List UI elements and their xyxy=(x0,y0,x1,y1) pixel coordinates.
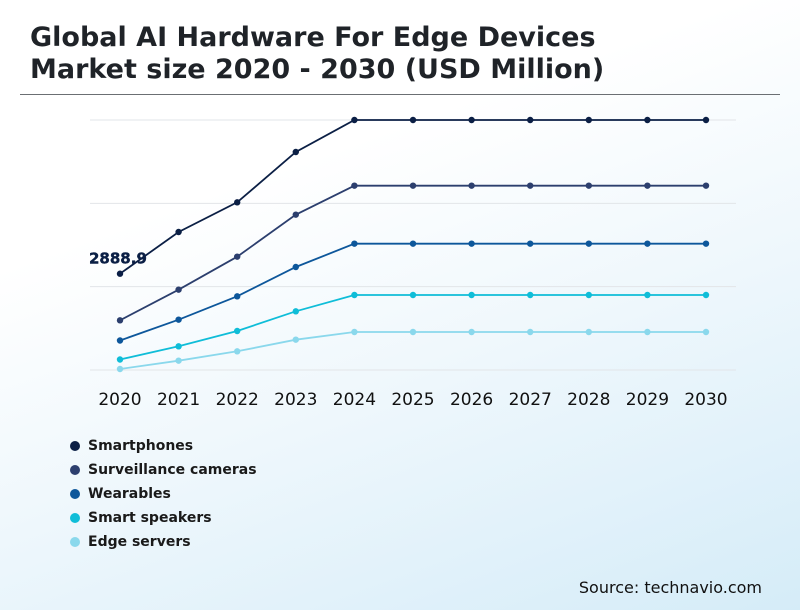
legend-item-edge-servers: Edge servers xyxy=(70,530,257,554)
data-point-smart-speakers-2023 xyxy=(292,308,299,315)
legend-item-surveillance-cameras: Surveillance cameras xyxy=(70,458,257,482)
data-point-wearables-2029 xyxy=(644,240,651,247)
x-axis-tick-labels: 2020 2021 2022 2023 2024 2025 2026 2027 2028 2029… xyxy=(98,390,727,410)
chart-annotations: 2888.9 xyxy=(89,250,147,268)
x-tick-label-2025: 2025 xyxy=(391,390,434,410)
legend-item-wearables: Wearables xyxy=(70,482,257,506)
data-point-surveillance-cameras-2022 xyxy=(234,253,241,260)
source-credit: Source: technavio.com xyxy=(578,578,762,597)
legend-marker-edge-servers xyxy=(70,537,80,547)
data-point-edge-servers-2027 xyxy=(527,328,534,336)
series-line-edge-servers xyxy=(119,331,706,370)
data-point-smartphones-2022 xyxy=(234,199,241,206)
x-tick-label-2027: 2027 xyxy=(509,390,552,410)
data-point-wearables-2021 xyxy=(175,316,182,323)
data-point-smart-speakers-2024 xyxy=(351,291,358,299)
chart-title: Global AI Hardware For Edge Devices Mark… xyxy=(30,22,604,86)
data-point-smartphones-2020 xyxy=(116,270,124,277)
legend-marker-smartphones xyxy=(70,441,80,451)
legend-marker-surveillance-cameras xyxy=(70,465,80,475)
chart-legend: Smartphones Surveillance cameras Wearables… xyxy=(70,434,257,554)
data-point-surveillance-cameras-2029 xyxy=(644,182,651,189)
data-point-smart-speakers-2020 xyxy=(116,356,124,363)
chart-data-points xyxy=(116,116,710,373)
data-point-smart-speakers-2022 xyxy=(234,327,241,335)
data-point-surveillance-cameras-2028 xyxy=(585,182,592,189)
data-point-smartphones-2030 xyxy=(702,116,710,124)
legend-item-smart-speakers: Smart speakers xyxy=(70,506,257,530)
data-point-edge-servers-2025 xyxy=(409,328,417,336)
data-point-smartphones-2026 xyxy=(468,116,475,124)
legend-item-smartphones: Smartphones xyxy=(70,434,257,458)
series-line-smart-speakers xyxy=(119,294,706,361)
data-point-edge-servers-2028 xyxy=(585,328,592,336)
data-point-smartphones-2024 xyxy=(351,116,358,124)
data-point-edge-servers-2021 xyxy=(175,357,182,364)
data-point-smart-speakers-2025 xyxy=(409,291,417,299)
data-point-surveillance-cameras-2026 xyxy=(468,182,475,189)
data-point-edge-servers-2029 xyxy=(644,328,651,336)
series-line-surveillance-cameras xyxy=(119,184,706,322)
data-point-wearables-2025 xyxy=(409,240,417,247)
data-point-wearables-2030 xyxy=(702,240,710,247)
x-tick-label-2030: 2030 xyxy=(684,390,727,410)
legend-label-edge-servers: Edge servers xyxy=(88,534,191,550)
chart-title-line-1: Global AI Hardware For Edge Devices xyxy=(30,22,596,53)
data-point-wearables-2022 xyxy=(234,293,241,300)
data-point-smart-speakers-2029 xyxy=(644,291,651,299)
data-point-smart-speakers-2026 xyxy=(468,291,475,299)
data-point-smartphones-2028 xyxy=(585,116,592,124)
legend-marker-smart-speakers xyxy=(70,513,80,523)
x-tick-label-2029: 2029 xyxy=(626,390,669,410)
legend-marker-wearables xyxy=(70,489,80,499)
data-point-edge-servers-2020 xyxy=(116,365,124,373)
line-chart: 2020 2021 2022 2023 2024 2025 2026 2027 2028 2029… xyxy=(89,116,736,410)
data-point-surveillance-cameras-2023 xyxy=(292,211,299,218)
data-point-surveillance-cameras-2027 xyxy=(527,182,534,189)
data-point-smartphones-2025 xyxy=(409,116,417,124)
data-label-smartphones-2020: 2888.9 xyxy=(89,250,147,268)
data-point-smartphones-2027 xyxy=(527,116,534,124)
chart-title-line-2: Market size 2020 - 2030 (USD Million) xyxy=(30,54,605,85)
x-tick-label-2028: 2028 xyxy=(567,390,610,410)
data-point-edge-servers-2022 xyxy=(234,348,241,355)
data-point-surveillance-cameras-2020 xyxy=(116,317,124,324)
legend-label-wearables: Wearables xyxy=(88,486,171,502)
data-point-smart-speakers-2028 xyxy=(585,291,592,299)
data-point-wearables-2028 xyxy=(585,240,592,247)
title-divider xyxy=(20,94,780,95)
data-point-wearables-2023 xyxy=(292,263,299,271)
data-point-wearables-2026 xyxy=(468,240,475,247)
x-tick-label-2023: 2023 xyxy=(274,390,317,410)
x-tick-label-2020: 2020 xyxy=(98,390,141,410)
data-point-smartphones-2029 xyxy=(644,116,651,124)
data-point-surveillance-cameras-2024 xyxy=(351,182,358,189)
data-point-smartphones-2021 xyxy=(175,228,182,236)
data-point-smart-speakers-2030 xyxy=(702,291,710,299)
data-point-smart-speakers-2021 xyxy=(175,343,182,350)
x-tick-label-2024: 2024 xyxy=(333,390,376,410)
x-tick-label-2026: 2026 xyxy=(450,390,493,410)
series-line-smartphones xyxy=(119,119,706,275)
legend-label-smartphones: Smartphones xyxy=(88,438,194,454)
data-point-smartphones-2023 xyxy=(292,148,299,156)
data-point-wearables-2027 xyxy=(527,240,534,247)
data-point-wearables-2020 xyxy=(116,337,124,344)
x-tick-label-2021: 2021 xyxy=(157,390,200,410)
data-point-surveillance-cameras-2025 xyxy=(409,182,417,189)
data-point-edge-servers-2026 xyxy=(468,328,475,336)
data-point-edge-servers-2024 xyxy=(351,328,358,336)
data-point-surveillance-cameras-2030 xyxy=(702,182,710,189)
x-tick-label-2022: 2022 xyxy=(216,390,259,410)
data-point-smart-speakers-2027 xyxy=(527,291,534,299)
legend-label-surveillance-cameras: Surveillance cameras xyxy=(88,462,257,478)
legend-label-smart-speakers: Smart speakers xyxy=(88,510,212,526)
data-point-wearables-2024 xyxy=(351,240,358,247)
data-point-edge-servers-2030 xyxy=(702,328,710,336)
data-point-surveillance-cameras-2021 xyxy=(175,286,182,293)
data-point-edge-servers-2023 xyxy=(292,336,299,343)
